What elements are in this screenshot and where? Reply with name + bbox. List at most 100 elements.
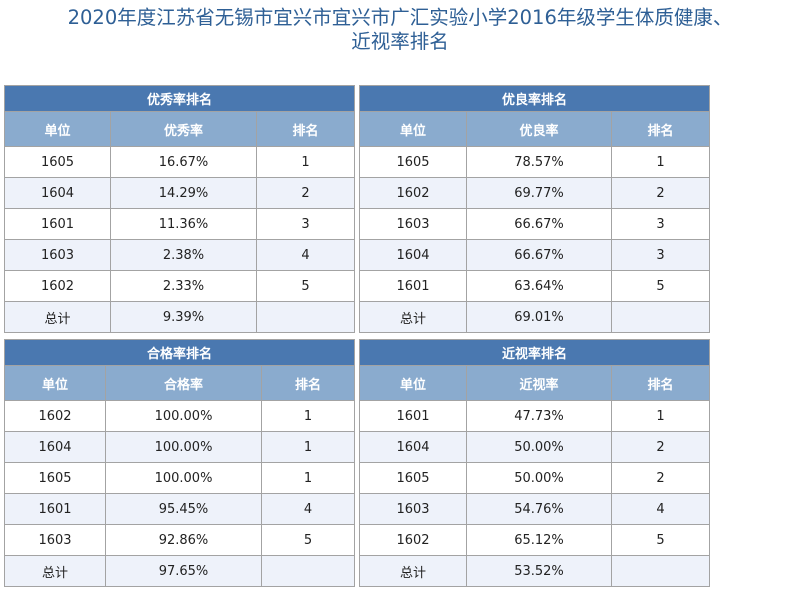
cell-rank: 1 — [260, 431, 356, 463]
column-header-unit: 单位 — [4, 111, 111, 147]
cell-rank: 4 — [255, 239, 356, 271]
cell-unit: 1602 — [4, 270, 111, 302]
table-total-row: 总计 69.01% — [359, 301, 711, 333]
cell-rank — [610, 301, 711, 333]
cell-unit: 1605 — [359, 462, 467, 494]
page-title-line-2: 近视率排名 — [351, 30, 449, 53]
column-header-rate: 优秀率 — [110, 111, 257, 147]
table-row: 1602 2.33% 5 — [4, 270, 356, 302]
myopia-rate-table: 近视率排名 单位 近视率 排名 1601 47.73% 1 1604 50.00… — [358, 339, 711, 587]
cell-rate: 9.39% — [110, 301, 257, 333]
cell-unit: 1603 — [359, 208, 467, 240]
cell-rate: 100.00% — [105, 400, 262, 432]
cell-rate: 2.38% — [110, 239, 257, 271]
cell-rank — [260, 555, 356, 587]
cell-rate: 16.67% — [110, 146, 257, 178]
column-header-unit: 单位 — [4, 365, 106, 401]
cell-rank: 5 — [260, 524, 356, 556]
cell-unit: 总计 — [359, 301, 467, 333]
cell-unit: 1603 — [359, 493, 467, 525]
cell-unit: 1601 — [359, 270, 467, 302]
column-header-rate: 优良率 — [466, 111, 612, 147]
table-total-row: 总计 97.65% — [4, 555, 356, 587]
cell-rate: 54.76% — [466, 493, 612, 525]
cell-rate: 78.57% — [466, 146, 612, 178]
cell-unit: 1603 — [4, 239, 111, 271]
cell-rate: 100.00% — [105, 462, 262, 494]
table-caption: 近视率排名 — [358, 339, 711, 366]
cell-unit: 1605 — [4, 146, 111, 178]
page-title-line-1: 2020年度江苏省无锡市宜兴市宜兴市广汇实验小学2016年级学生体质健康、 — [67, 6, 733, 29]
table-row: 1605 100.00% 1 — [4, 462, 356, 494]
good-rate-table: 优良率排名 单位 优良率 排名 1605 78.57% 1 1602 69.77… — [358, 85, 711, 333]
cell-rank: 3 — [610, 208, 711, 240]
cell-unit: 总计 — [4, 555, 106, 587]
table-row: 1604 100.00% 1 — [4, 431, 356, 463]
cell-unit: 1601 — [4, 208, 111, 240]
table-caption: 优秀率排名 — [3, 85, 356, 112]
cell-rank: 5 — [610, 270, 711, 302]
cell-unit: 1602 — [359, 524, 467, 556]
cell-unit: 1602 — [4, 400, 106, 432]
cell-rate: 100.00% — [105, 431, 262, 463]
cell-unit: 1604 — [359, 431, 467, 463]
table-row: 1605 16.67% 1 — [4, 146, 356, 178]
cell-rate: 66.67% — [466, 239, 612, 271]
cell-rank: 4 — [610, 493, 711, 525]
table-row: 1604 66.67% 3 — [359, 239, 711, 271]
table-total-row: 总计 9.39% — [4, 301, 356, 333]
cell-rank: 1 — [260, 462, 356, 494]
cell-rate: 11.36% — [110, 208, 257, 240]
table-total-row: 总计 53.52% — [359, 555, 711, 587]
column-header-unit: 单位 — [359, 111, 467, 147]
table-row: 1605 50.00% 2 — [359, 462, 711, 494]
pass-rate-table: 合格率排名 单位 合格率 排名 1602 100.00% 1 1604 100.… — [3, 339, 356, 587]
cell-unit: 1605 — [4, 462, 106, 494]
table-row: 1603 92.86% 5 — [4, 524, 356, 556]
cell-rank: 2 — [610, 177, 711, 209]
cell-rate: 97.65% — [105, 555, 262, 587]
column-header-rank: 排名 — [260, 365, 356, 401]
cell-rank — [610, 555, 711, 587]
table-row: 1604 14.29% 2 — [4, 177, 356, 209]
table-row: 1603 2.38% 4 — [4, 239, 356, 271]
cell-rate: 2.33% — [110, 270, 257, 302]
cell-unit: 总计 — [4, 301, 111, 333]
excellent-rate-table: 优秀率排名 单位 优秀率 排名 1605 16.67% 1 1604 14.29… — [3, 85, 356, 333]
cell-rate: 63.64% — [466, 270, 612, 302]
cell-rank: 1 — [610, 400, 711, 432]
cell-rate: 47.73% — [466, 400, 612, 432]
cell-rate: 69.77% — [466, 177, 612, 209]
cell-unit: 1604 — [4, 431, 106, 463]
column-header-rank: 排名 — [610, 365, 711, 401]
cell-unit: 1603 — [4, 524, 106, 556]
cell-rank: 1 — [255, 146, 356, 178]
table-caption: 合格率排名 — [3, 339, 356, 366]
column-header-rank: 排名 — [610, 111, 711, 147]
cell-unit: 1601 — [359, 400, 467, 432]
cell-rank: 1 — [260, 400, 356, 432]
table-row: 1601 63.64% 5 — [359, 270, 711, 302]
table-row: 1604 50.00% 2 — [359, 431, 711, 463]
cell-rank: 2 — [255, 177, 356, 209]
table-row: 1605 78.57% 1 — [359, 146, 711, 178]
cell-unit: 总计 — [359, 555, 467, 587]
cell-unit: 1602 — [359, 177, 467, 209]
table-row: 1602 69.77% 2 — [359, 177, 711, 209]
table-row: 1603 54.76% 4 — [359, 493, 711, 525]
cell-unit: 1604 — [359, 239, 467, 271]
cell-rate: 50.00% — [466, 431, 612, 463]
cell-rate: 92.86% — [105, 524, 262, 556]
column-header-rank: 排名 — [255, 111, 356, 147]
table-row: 1602 65.12% 5 — [359, 524, 711, 556]
table-row: 1601 47.73% 1 — [359, 400, 711, 432]
cell-rank: 1 — [610, 146, 711, 178]
column-header-unit: 单位 — [359, 365, 467, 401]
cell-rate: 53.52% — [466, 555, 612, 587]
cell-rank: 2 — [610, 431, 711, 463]
cell-rate: 50.00% — [466, 462, 612, 494]
table-row: 1602 100.00% 1 — [4, 400, 356, 432]
table-row: 1601 11.36% 3 — [4, 208, 356, 240]
cell-rank — [255, 301, 356, 333]
cell-rank: 2 — [610, 462, 711, 494]
